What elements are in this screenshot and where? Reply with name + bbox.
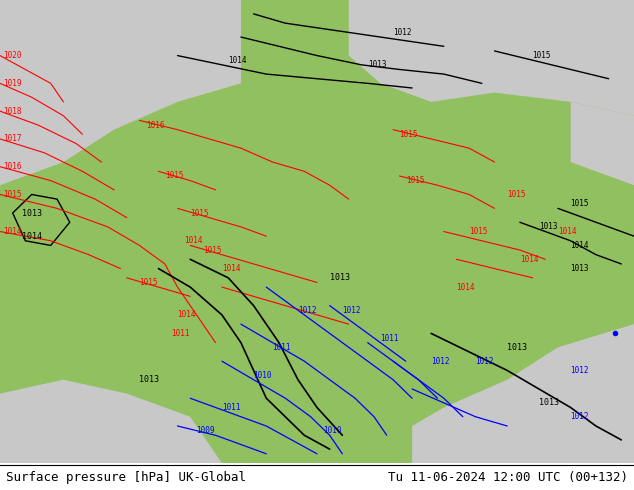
Text: 1014: 1014 bbox=[178, 310, 196, 319]
Text: 1013: 1013 bbox=[139, 375, 160, 384]
Text: 1014: 1014 bbox=[456, 283, 475, 292]
Text: 1015: 1015 bbox=[165, 172, 183, 180]
Polygon shape bbox=[349, 0, 634, 116]
Text: 1014: 1014 bbox=[228, 56, 247, 65]
Text: 1015: 1015 bbox=[203, 245, 221, 254]
Text: 1014: 1014 bbox=[558, 227, 576, 236]
Text: 1015: 1015 bbox=[139, 278, 158, 287]
Text: 1011: 1011 bbox=[380, 334, 399, 343]
Text: 1012: 1012 bbox=[476, 357, 494, 366]
Text: 1016: 1016 bbox=[3, 162, 22, 171]
Text: 1014: 1014 bbox=[571, 241, 589, 250]
Text: 1014: 1014 bbox=[3, 227, 22, 236]
Text: 1014: 1014 bbox=[222, 264, 240, 273]
Polygon shape bbox=[0, 0, 241, 185]
Text: 1015: 1015 bbox=[406, 176, 424, 185]
Text: 1010: 1010 bbox=[254, 370, 272, 380]
Text: 1018: 1018 bbox=[3, 107, 22, 116]
Text: 1013: 1013 bbox=[22, 209, 42, 218]
Text: 1013: 1013 bbox=[539, 222, 557, 231]
Text: 1020: 1020 bbox=[3, 51, 22, 60]
Text: 1010: 1010 bbox=[323, 426, 342, 435]
Polygon shape bbox=[412, 324, 634, 463]
Text: 1017: 1017 bbox=[3, 134, 22, 144]
Text: 1015: 1015 bbox=[507, 190, 526, 199]
Text: 1014: 1014 bbox=[184, 236, 202, 245]
Text: 1014: 1014 bbox=[22, 232, 42, 241]
Text: 1011: 1011 bbox=[273, 343, 291, 352]
Text: 1015: 1015 bbox=[190, 209, 209, 218]
Text: 1012: 1012 bbox=[431, 357, 450, 366]
Text: Tu 11-06-2024 12:00 UTC (00+132): Tu 11-06-2024 12:00 UTC (00+132) bbox=[387, 471, 628, 484]
Text: 1016: 1016 bbox=[146, 121, 164, 129]
Text: 1015: 1015 bbox=[399, 130, 418, 139]
Text: 1019: 1019 bbox=[3, 79, 22, 88]
Text: 1012: 1012 bbox=[571, 366, 589, 375]
Text: 1012: 1012 bbox=[342, 306, 361, 315]
Text: 1011: 1011 bbox=[171, 329, 190, 338]
Polygon shape bbox=[0, 380, 222, 463]
Text: 1013: 1013 bbox=[571, 264, 589, 273]
Text: 1012: 1012 bbox=[571, 412, 589, 421]
Text: 1013: 1013 bbox=[507, 343, 527, 352]
Text: 1012: 1012 bbox=[298, 306, 316, 315]
Text: 1015: 1015 bbox=[571, 199, 589, 208]
Text: 1013: 1013 bbox=[539, 398, 559, 407]
Text: 1012: 1012 bbox=[393, 28, 411, 37]
Text: Surface pressure [hPa] UK-Global: Surface pressure [hPa] UK-Global bbox=[6, 471, 247, 484]
Polygon shape bbox=[571, 102, 634, 185]
Text: 1009: 1009 bbox=[197, 426, 215, 435]
Text: 1015: 1015 bbox=[3, 190, 22, 199]
Text: 1014: 1014 bbox=[520, 255, 538, 264]
Text: 1013: 1013 bbox=[330, 273, 350, 282]
Text: 1015: 1015 bbox=[533, 51, 551, 60]
Text: 1015: 1015 bbox=[469, 227, 488, 236]
Text: 1013: 1013 bbox=[368, 60, 386, 69]
Text: 1011: 1011 bbox=[222, 403, 240, 412]
